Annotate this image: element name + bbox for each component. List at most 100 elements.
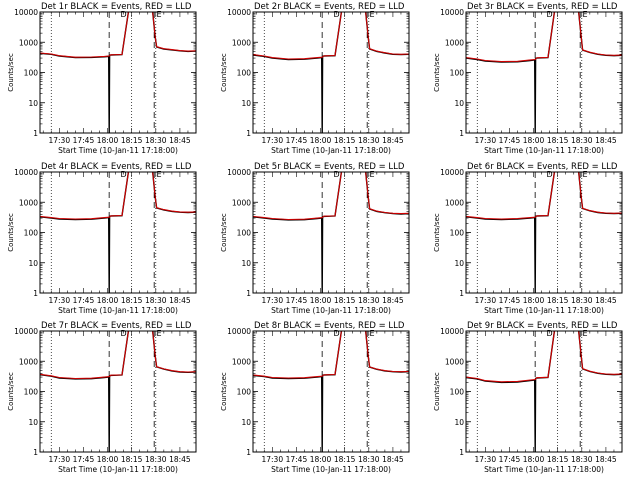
y-tick-label: 100	[450, 229, 465, 238]
y-tick-label: 1000	[19, 38, 38, 47]
interval-marker-label: E	[582, 10, 587, 19]
y-tick-label: 1	[459, 129, 464, 138]
interval-marker-label: D	[334, 10, 340, 19]
x-tick-label: 17:30	[474, 455, 496, 464]
x-tick-label: 18:00	[310, 455, 332, 464]
series-line-events	[40, 172, 196, 293]
y-tick-label: 10	[454, 418, 464, 427]
plot-frame	[465, 11, 623, 134]
panel-title: Det 6r BLACK = Events, RED = LLD	[467, 162, 618, 172]
y-tick-label: 10	[28, 99, 38, 108]
interval-marker-label: E	[156, 170, 161, 179]
y-tick-label: 1000	[232, 357, 251, 366]
x-tick-label: 18:45	[595, 136, 617, 145]
x-tick-label: 17:30	[261, 136, 283, 145]
plot-frame	[465, 171, 623, 294]
x-tick-label: 18:15	[121, 296, 143, 305]
series-line-events	[466, 172, 622, 293]
x-tick-label: 17:30	[48, 296, 70, 305]
plot-frame	[39, 330, 197, 453]
series-line-events	[40, 331, 196, 452]
x-tick-label: 18:30	[145, 136, 167, 145]
x-tick-label: 18:00	[310, 136, 332, 145]
y-tick-label: 1	[246, 289, 251, 298]
x-tick-label: 18:15	[547, 455, 569, 464]
y-tick-label: 10000	[227, 8, 251, 17]
interval-marker-label: E	[369, 329, 374, 338]
y-axis-label: Counts/sec	[433, 213, 441, 252]
interval-marker-label: E	[156, 10, 161, 19]
panel-1: Det 1r BLACK = Events, RED = LLD Counts/s…	[7, 2, 197, 155]
interval-marker-label: D	[547, 10, 553, 19]
panel-2: Det 2r BLACK = Events, RED = LLD Counts/s…	[220, 2, 410, 155]
x-axis-label: Start Time (10-Jan-11 17:18:00)	[271, 146, 391, 155]
y-tick-label: 1	[33, 448, 38, 457]
x-axis-label: Start Time (10-Jan-11 17:18:00)	[484, 146, 604, 155]
y-tick-label: 10	[241, 259, 251, 268]
x-axis-label: Start Time (10-Jan-11 17:18:00)	[271, 306, 391, 315]
x-axis-label: Start Time (10-Jan-11 17:18:00)	[58, 306, 178, 315]
panel-6: Det 6r BLACK = Events, RED = LLD Counts/s…	[433, 162, 623, 315]
y-tick-label: 1	[246, 448, 251, 457]
x-tick-label: 18:45	[595, 455, 617, 464]
y-tick-label: 1000	[445, 198, 464, 207]
interval-marker-label: E	[582, 170, 587, 179]
y-tick-label: 100	[450, 388, 465, 397]
panel-title: Det 2r BLACK = Events, RED = LLD	[254, 2, 405, 12]
y-tick-label: 10	[28, 418, 38, 427]
y-tick-label: 10000	[227, 327, 251, 336]
y-tick-label: 1	[246, 129, 251, 138]
y-tick-label: 100	[24, 388, 39, 397]
x-tick-label: 18:00	[97, 455, 119, 464]
interval-marker-label: D	[334, 329, 340, 338]
x-axis-label: Start Time (10-Jan-11 17:18:00)	[58, 146, 178, 155]
y-tick-label: 1000	[19, 198, 38, 207]
x-axis-label: Start Time (10-Jan-11 17:18:00)	[484, 306, 604, 315]
x-tick-label: 18:45	[595, 296, 617, 305]
plot-frame	[39, 171, 197, 294]
panel-title: Det 3r BLACK = Events, RED = LLD	[467, 2, 618, 12]
interval-marker-label: D	[121, 170, 127, 179]
interval-marker-label: E	[156, 329, 161, 338]
series-line-events	[466, 331, 622, 452]
series-line-events	[253, 331, 409, 452]
x-tick-label: 17:45	[73, 136, 95, 145]
x-tick-label: 18:00	[523, 296, 545, 305]
y-axis-label: Counts/sec	[433, 53, 441, 92]
x-tick-label: 18:15	[547, 296, 569, 305]
x-tick-label: 18:30	[358, 296, 380, 305]
x-tick-label: 18:00	[310, 296, 332, 305]
x-tick-label: 17:45	[286, 455, 308, 464]
interval-marker-label: D	[334, 170, 340, 179]
x-tick-label: 18:00	[523, 136, 545, 145]
x-tick-label: 18:45	[169, 455, 191, 464]
plot-frame	[252, 330, 410, 453]
panel-title: Det 1r BLACK = Events, RED = LLD	[41, 2, 192, 12]
y-axis-label: Counts/sec	[220, 372, 228, 411]
x-tick-label: 17:45	[286, 136, 308, 145]
y-tick-label: 100	[237, 229, 252, 238]
x-axis-label: Start Time (10-Jan-11 17:18:00)	[484, 465, 604, 474]
plot-frame	[252, 171, 410, 294]
x-tick-label: 18:45	[382, 455, 404, 464]
y-tick-label: 10	[454, 99, 464, 108]
series-line-lld	[40, 331, 196, 380]
x-tick-label: 17:30	[474, 136, 496, 145]
panel-title: Det 5r BLACK = Events, RED = LLD	[254, 162, 405, 172]
x-tick-label: 18:15	[334, 296, 356, 305]
panel-title: Det 8r BLACK = Events, RED = LLD	[254, 321, 405, 331]
x-tick-label: 18:00	[523, 455, 545, 464]
x-tick-label: 18:45	[169, 136, 191, 145]
y-axis-label: Counts/sec	[7, 53, 15, 92]
x-tick-label: 17:30	[474, 296, 496, 305]
interval-marker-label: D	[547, 329, 553, 338]
x-tick-label: 17:45	[499, 455, 521, 464]
interval-marker-label: D	[547, 170, 553, 179]
y-tick-label: 1000	[19, 357, 38, 366]
x-tick-label: 18:15	[121, 455, 143, 464]
x-tick-label: 18:15	[334, 455, 356, 464]
y-tick-label: 100	[237, 69, 252, 78]
y-tick-label: 1000	[445, 357, 464, 366]
interval-marker-label: D	[121, 10, 127, 19]
x-tick-label: 17:30	[48, 455, 70, 464]
